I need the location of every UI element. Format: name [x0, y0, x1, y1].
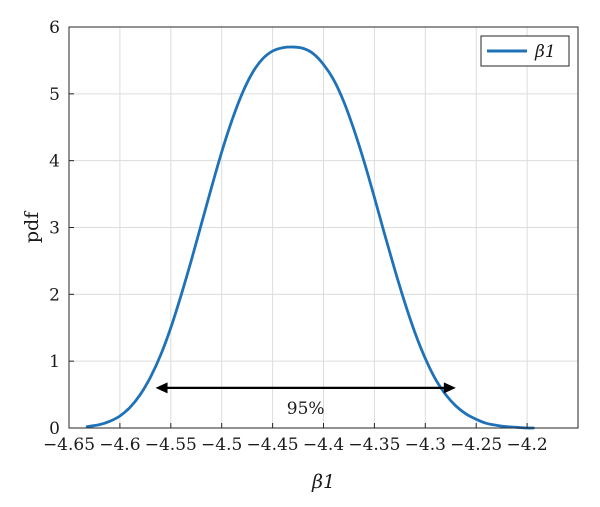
y-tick-label: 3	[49, 219, 60, 239]
series-line	[85, 45, 535, 430]
x-tick-label: −4.45	[247, 435, 299, 455]
x-tick-label: −4.5	[201, 435, 242, 455]
y-tick-label: 1	[49, 352, 60, 372]
y-tick-label: 5	[49, 85, 60, 105]
y-axis-label: pdf	[21, 210, 43, 243]
x-tick-label: −4.25	[450, 435, 502, 455]
x-axis-label: β1	[311, 471, 335, 493]
series-layer	[85, 45, 535, 430]
x-tick-label: −4.2	[506, 435, 547, 455]
x-tick-label: −4.35	[348, 435, 400, 455]
y-tick-label: 6	[49, 18, 60, 38]
arrowhead-left	[155, 382, 168, 394]
y-tick-label: 4	[49, 152, 60, 172]
confidence-interval-label: 95%	[287, 399, 325, 419]
x-tick-label: −4.65	[43, 435, 95, 455]
x-tick-label: −4.3	[405, 435, 446, 455]
x-tick-label: −4.6	[99, 435, 140, 455]
legend: β1	[480, 35, 570, 67]
x-tick-label: −4.55	[145, 435, 197, 455]
y-axis: 0 1 2 3 4 5 6	[49, 18, 74, 439]
y-tick-label: 2	[49, 285, 60, 305]
x-axis: −4.65 −4.6 −4.55 −4.5 −4.45 −4.4 −4.35 −4.3 −4.2…	[43, 423, 548, 455]
legend-label: β1	[534, 42, 556, 62]
y-tick-label: 0	[49, 419, 60, 439]
x-tick-label: −4.4	[303, 435, 344, 455]
annotation-layer: 95%	[155, 382, 456, 419]
arrowhead-right	[443, 382, 456, 394]
